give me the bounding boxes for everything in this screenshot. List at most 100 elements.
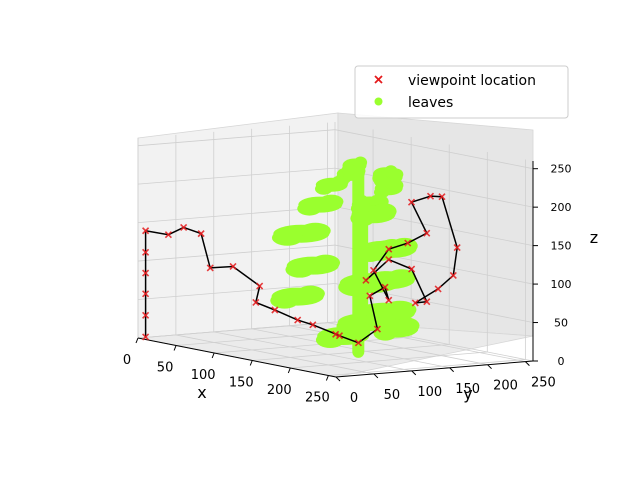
grid-line-x: [214, 336, 412, 354]
y-tick-label: 150: [455, 382, 480, 397]
leaf-point: [341, 325, 371, 341]
x-axis-label: x: [197, 383, 206, 402]
viewpoint-marker: [369, 266, 378, 274]
leaf-point: [271, 229, 303, 246]
grid-line-z: [137, 283, 336, 300]
leaf-point: [314, 182, 333, 195]
viewpoint-marker: [426, 192, 435, 200]
legend-marker-leaves: [374, 97, 383, 106]
axis-lines: [137, 161, 534, 378]
viewpoint-marker: [453, 243, 461, 252]
viewpoint-marker: [206, 264, 214, 272]
x-tick-label: 100: [191, 368, 216, 383]
grid-line-y: [213, 331, 412, 372]
viewpoint-marker: [197, 230, 205, 238]
z-tick-label: 150: [551, 240, 572, 253]
x-tick-label: 250: [305, 391, 330, 406]
viewpoint-marker: [309, 321, 317, 329]
viewpoint-marker: [423, 298, 431, 306]
leaf-point: [285, 261, 315, 278]
viewpoint-marker: [142, 290, 150, 298]
grid-line-z: [334, 167, 534, 208]
y-tick-label: 0: [350, 391, 358, 406]
viewpoint-marker: [142, 269, 150, 277]
y-tick-mark: [373, 373, 379, 379]
viewpoint-marker: [404, 239, 412, 247]
viewpoint-marker: [229, 262, 237, 271]
y-tick-mark: [487, 364, 492, 370]
leaf-point: [270, 292, 299, 309]
z-tick-label: 100: [551, 278, 572, 291]
grid-line-x: [252, 344, 450, 361]
z-axis-label: z: [590, 228, 598, 247]
y-axis-label: y: [463, 384, 472, 403]
viewpoint-marker: [142, 333, 150, 341]
viewpoint-marker: [407, 198, 416, 206]
viewpoint-marker: [449, 271, 457, 280]
x-axis-line: [137, 337, 337, 378]
grid-line-z: [137, 321, 336, 339]
viewpoint-marker: [252, 298, 260, 306]
y-tick-label: 100: [417, 385, 442, 400]
leaf-point: [379, 239, 405, 256]
viewpoint-marker: [423, 229, 431, 237]
y-tick-label: 250: [531, 376, 556, 391]
viewpoint-marker: [142, 311, 150, 319]
z-tick-label: 200: [551, 201, 572, 214]
viewpoint-marker: [385, 256, 393, 264]
y-tick-label: 200: [493, 379, 518, 394]
viewpoint-marker: [271, 306, 279, 314]
grid-line-x: [290, 351, 488, 369]
viewpoint-marker: [408, 265, 416, 273]
y-tick-mark: [449, 367, 455, 373]
z-tick-label: 50: [554, 317, 568, 330]
viewpoint-marker: [438, 193, 446, 201]
grid-line-y: [251, 328, 450, 369]
leaf-point: [353, 156, 368, 169]
x-tick-mark: [325, 375, 329, 381]
z-tick-label: 0: [558, 355, 565, 368]
viewpoint-marker: [366, 292, 374, 300]
viewpoint-marker: [411, 299, 419, 307]
legend-marker-viewpoint: [374, 75, 383, 84]
viewpoint-marker: [385, 245, 393, 253]
x-tick-mark: [211, 352, 215, 359]
grid-line-z: [137, 129, 336, 147]
x-tick-label: 0: [123, 353, 131, 368]
tick-marks: [135, 168, 538, 382]
viewpoint-path: [144, 195, 458, 344]
viewpoint-marker: [256, 282, 264, 290]
viewpoint-marker: [362, 276, 370, 284]
y-axis-line: [335, 360, 534, 378]
legend-label-leaves: leaves: [408, 95, 453, 111]
leaf-point: [299, 222, 331, 239]
y-tick-mark: [411, 370, 417, 376]
viewpoint-marker: [294, 316, 302, 324]
legend-frame: [354, 65, 569, 119]
y-tick-mark: [525, 361, 530, 366]
viewpoint-markers: [142, 192, 461, 347]
grid-line-z: [334, 129, 534, 170]
x-tick-label: 200: [267, 383, 292, 398]
y-tick-mark: [335, 376, 341, 382]
viewpoint-marker: [164, 231, 172, 239]
viewpoint-path-line: [144, 195, 458, 344]
leaf-point: [357, 246, 383, 263]
leaf-point: [395, 317, 420, 334]
leaf-point: [341, 163, 356, 176]
viewpoint-marker: [180, 223, 188, 231]
viewpoint-marker: [434, 285, 442, 293]
x-tick-mark: [287, 367, 291, 374]
leaf-point: [387, 168, 404, 181]
viewpoint-marker: [381, 283, 389, 291]
tick-labels: 0 0 0 50 50 50 100 100 100 150 150 150 200 200 200 250 2…: [123, 163, 572, 406]
leaf-point: [330, 175, 349, 188]
leaf-point: [387, 269, 416, 286]
viewpoint-marker: [354, 339, 362, 347]
legend: viewpoint location leaves: [354, 65, 569, 119]
viewpoint-marker: [335, 332, 344, 340]
leaf-point: [372, 203, 393, 218]
grid-line-z: [137, 167, 336, 185]
leaf-point: [311, 254, 341, 271]
